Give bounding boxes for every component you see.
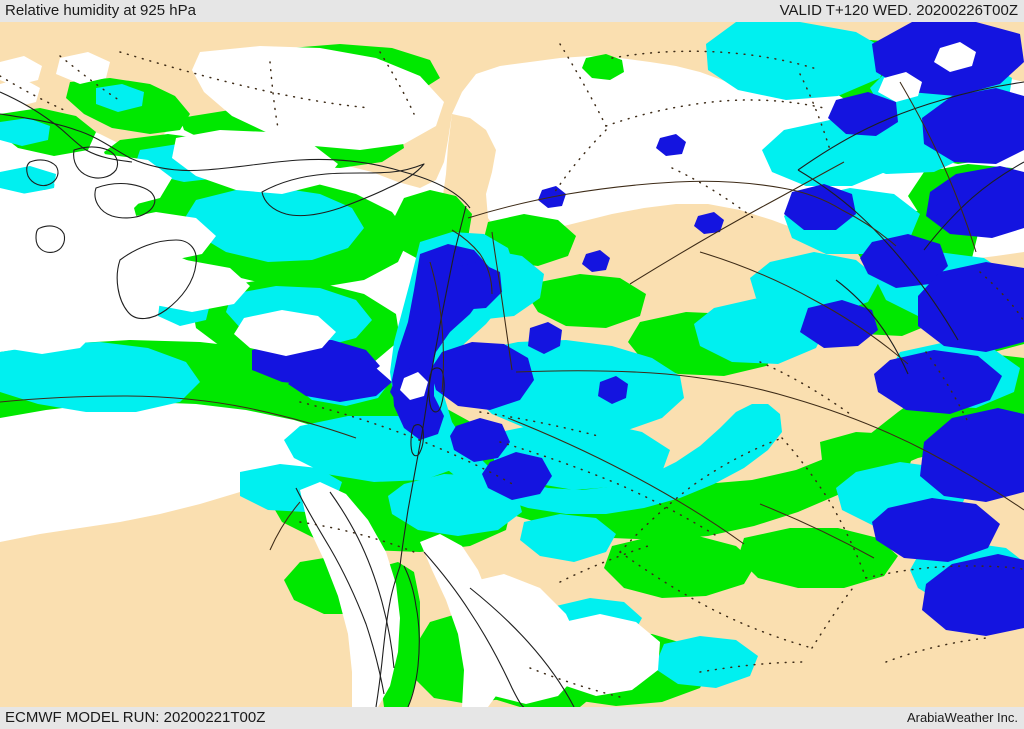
provider-credit-label: ArabiaWeather Inc. [906,710,1018,725]
weather-map-svg [0,22,1024,707]
political-borders-solid [0,81,1024,559]
valid-time-label: VALID T+120 WED. 20200226T00Z [779,2,1018,19]
page-title: Relative humidity at 925 hPa [5,2,196,19]
coastline-layer [0,81,1024,707]
humidity-band-blue [252,22,1024,636]
province-borders-dotted [0,43,1024,699]
low-humidity-holes [0,42,976,707]
model-run-label: ECMWF MODEL RUN: 20200221T00Z [5,709,266,726]
weather-map-canvas[interactable] [0,22,1024,707]
header-bar: Relative humidity at 925 hPa VALID T+120… [0,0,1024,22]
footer-bar: ECMWF MODEL RUN: 20200221T00Z ArabiaWeat… [0,707,1024,729]
